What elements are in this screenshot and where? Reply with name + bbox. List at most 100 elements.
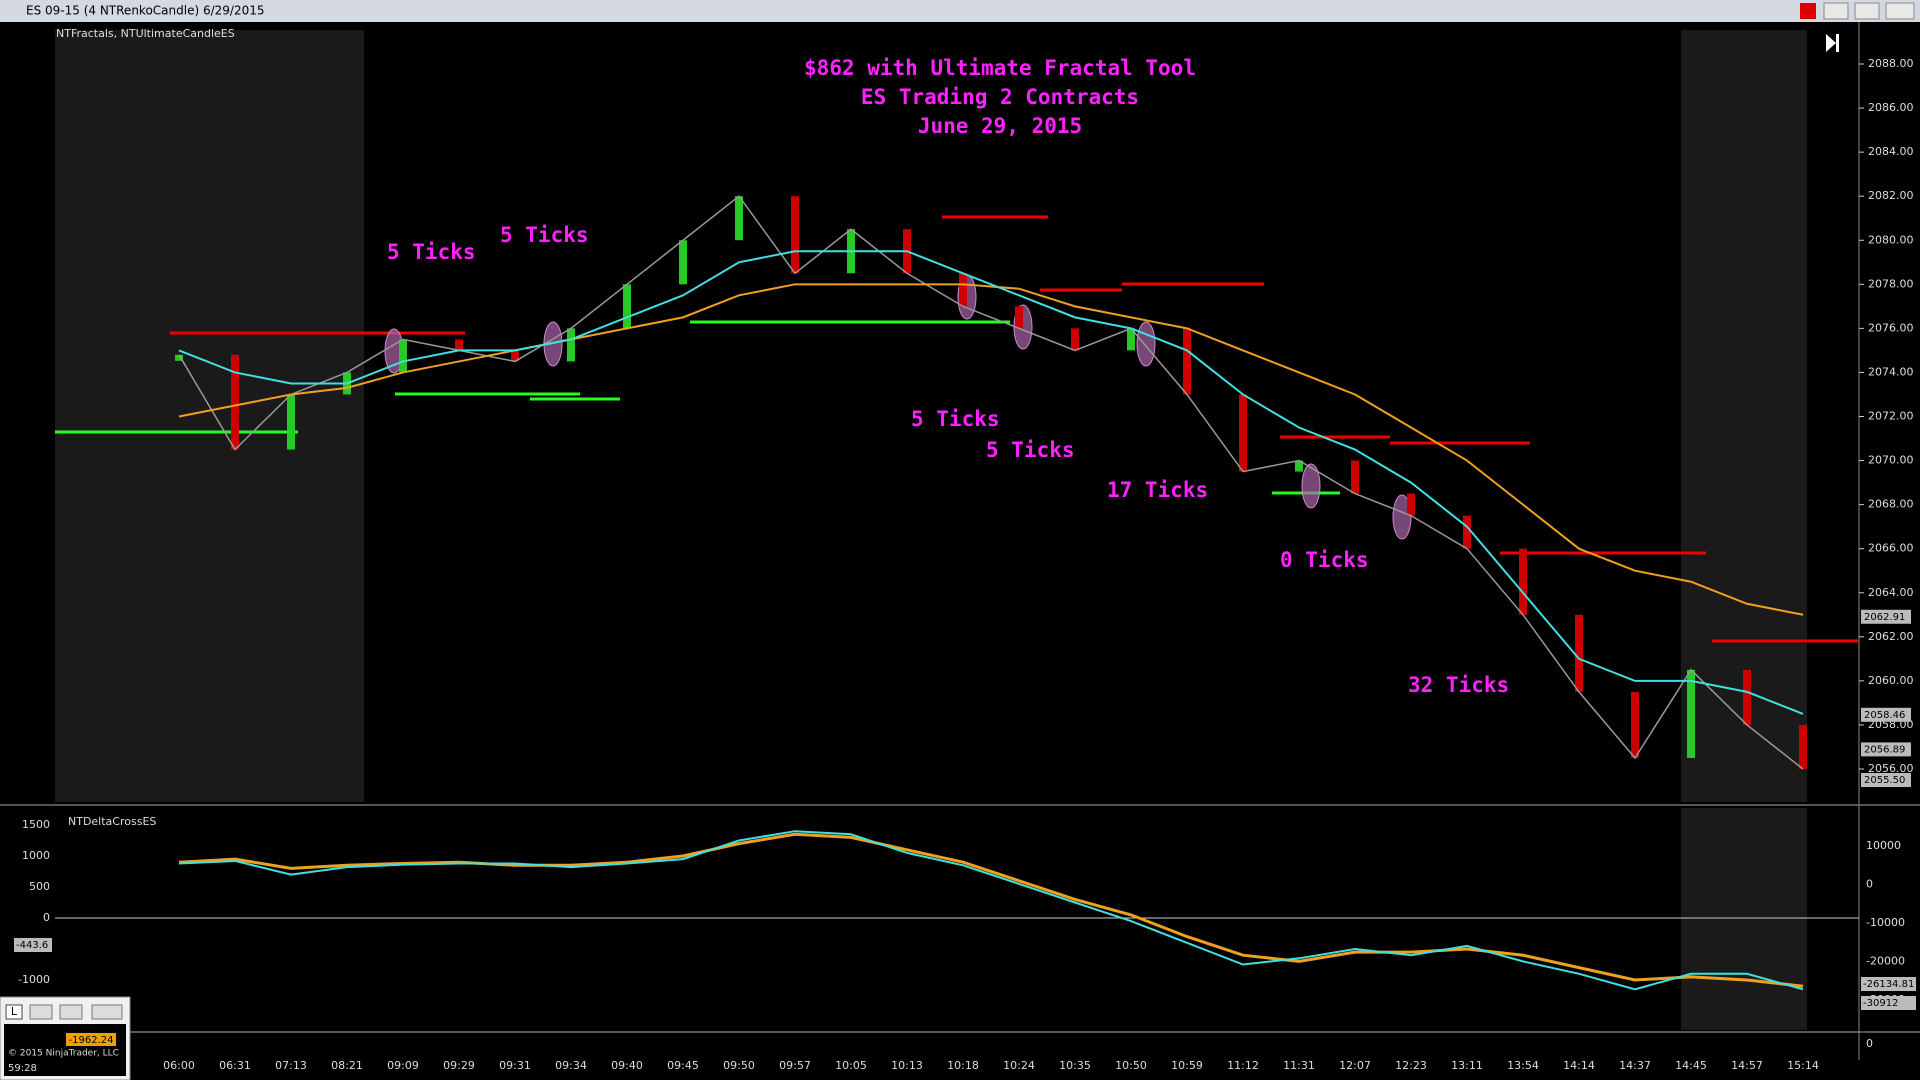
delta-left-label: 1500: [22, 818, 50, 831]
tick-note: 0 Ticks: [1280, 548, 1369, 572]
renko-bar: [1239, 394, 1247, 472]
indicator-label: NTDeltaCrossES: [68, 815, 156, 828]
price-badge-label: 2055.50: [1864, 775, 1905, 786]
renko-bar: [1183, 328, 1191, 395]
price-label: 2082.00: [1868, 189, 1914, 202]
renko-bar: [1743, 669, 1751, 725]
headline: ES Trading 2 Contracts: [861, 85, 1139, 109]
link-button[interactable]: [1800, 3, 1816, 19]
renko-bar: [287, 394, 295, 450]
renko-bar: [1015, 306, 1023, 329]
maximize-button[interactable]: [1854, 2, 1880, 20]
delta-orange: [178, 832, 1804, 988]
price-line: [178, 195, 1804, 770]
minimize-button[interactable]: [1823, 2, 1849, 20]
price-label: 2072.00: [1868, 410, 1914, 423]
renko-bar: [735, 196, 743, 241]
mini-max[interactable]: [59, 1004, 83, 1020]
renko-bar: [399, 339, 407, 373]
price-badge: [1861, 742, 1911, 757]
price-badge: [1861, 609, 1911, 624]
time-label: 06:00: [163, 1059, 195, 1072]
price-badge: [1861, 707, 1911, 722]
fast-ma: [178, 250, 1804, 715]
mini-button[interactable]: L: [11, 1005, 18, 1018]
delta-left-label: 0: [43, 911, 50, 924]
renko-bar: [1631, 691, 1639, 758]
mini-min[interactable]: [29, 1004, 53, 1020]
time-label: 09:31: [499, 1059, 531, 1072]
time-label: 11:31: [1283, 1059, 1315, 1072]
time-label: 09:57: [779, 1059, 811, 1072]
right-badge: -26134.81: [1863, 979, 1914, 990]
time-label: 09:34: [555, 1059, 587, 1072]
renko-bar: [1463, 515, 1471, 549]
delta-right-label: -20000: [1866, 955, 1905, 968]
delta-left-label: 1000: [22, 849, 50, 862]
renko-bar: [1687, 669, 1695, 758]
close-button[interactable]: [1885, 2, 1915, 20]
title-bar: [0, 0, 1920, 22]
mini-close[interactable]: [91, 1004, 123, 1020]
time-label: 14:57: [1731, 1059, 1763, 1072]
price-badge-label: 2062.91: [1864, 612, 1905, 623]
time-label: 11:12: [1227, 1059, 1259, 1072]
time-label: 10:50: [1115, 1059, 1147, 1072]
price-label: 2080.00: [1868, 233, 1914, 246]
price-label: 2064.00: [1868, 586, 1914, 599]
renko-bar: [1799, 724, 1807, 769]
price-label: 2062.00: [1868, 630, 1914, 643]
time-label: 13:54: [1507, 1059, 1539, 1072]
price-label: 2060.00: [1868, 674, 1914, 687]
price-badge-label: 2056.89: [1864, 744, 1905, 755]
price-label: 2074.00: [1868, 365, 1914, 378]
price-label: 2066.00: [1868, 542, 1914, 555]
tick-note: 5 Ticks: [986, 438, 1075, 462]
price-label: 2076.00: [1868, 321, 1914, 334]
renko-bar: [1351, 460, 1359, 494]
renko-bar: [231, 354, 239, 450]
scroll-end-button[interactable]: [1826, 34, 1836, 52]
renko-bar: [567, 328, 575, 362]
price-label: 2070.00: [1868, 454, 1914, 467]
delta-right-label: 0: [1866, 878, 1873, 891]
renko-bar: [1127, 328, 1135, 351]
price-label: 2084.00: [1868, 145, 1914, 158]
clock: 59:28: [8, 1063, 37, 1074]
slow-ma: [178, 283, 1804, 616]
renko-bar: [455, 339, 463, 351]
headline: June 29, 2015: [918, 114, 1082, 138]
scroll-end-button[interactable]: [1836, 34, 1839, 52]
time-label: 14:37: [1619, 1059, 1651, 1072]
delta-right-label: -10000: [1866, 916, 1905, 929]
time-label: 09:29: [443, 1059, 475, 1072]
right-badge: -30912: [1863, 998, 1898, 1009]
window-title: ES 09-15 (4 NTRenkoCandle) 6/29/2015: [26, 4, 264, 18]
price-label: 2088.00: [1868, 57, 1914, 70]
tick-note: 17 Ticks: [1107, 478, 1208, 502]
renko-bar: [511, 350, 519, 362]
renko-bar: [1519, 548, 1527, 615]
delta-right-label: 10000: [1866, 839, 1901, 852]
time-label: 08:21: [331, 1059, 363, 1072]
price-label: 2056.00: [1868, 762, 1914, 775]
time-label: 07:13: [275, 1059, 307, 1072]
time-label: 06:31: [219, 1059, 251, 1072]
left-badge: -443.6: [16, 940, 48, 951]
renko-bar: [175, 354, 183, 361]
time-label: 10:18: [947, 1059, 979, 1072]
session-shade: [55, 30, 364, 802]
time-label: 15:14: [1787, 1059, 1819, 1072]
time-label: 10:05: [835, 1059, 867, 1072]
tick-note: 5 Ticks: [500, 223, 589, 247]
renko-bar: [679, 240, 687, 285]
right-badge-bg: [1861, 977, 1916, 991]
renko-bar: [1071, 328, 1079, 351]
time-label: 13:11: [1451, 1059, 1483, 1072]
time-label: 09:50: [723, 1059, 755, 1072]
price-label: 2068.00: [1868, 498, 1914, 511]
tick-note: 5 Ticks: [387, 240, 476, 264]
time-label: 09:40: [611, 1059, 643, 1072]
level-lines: [55, 215, 1858, 643]
